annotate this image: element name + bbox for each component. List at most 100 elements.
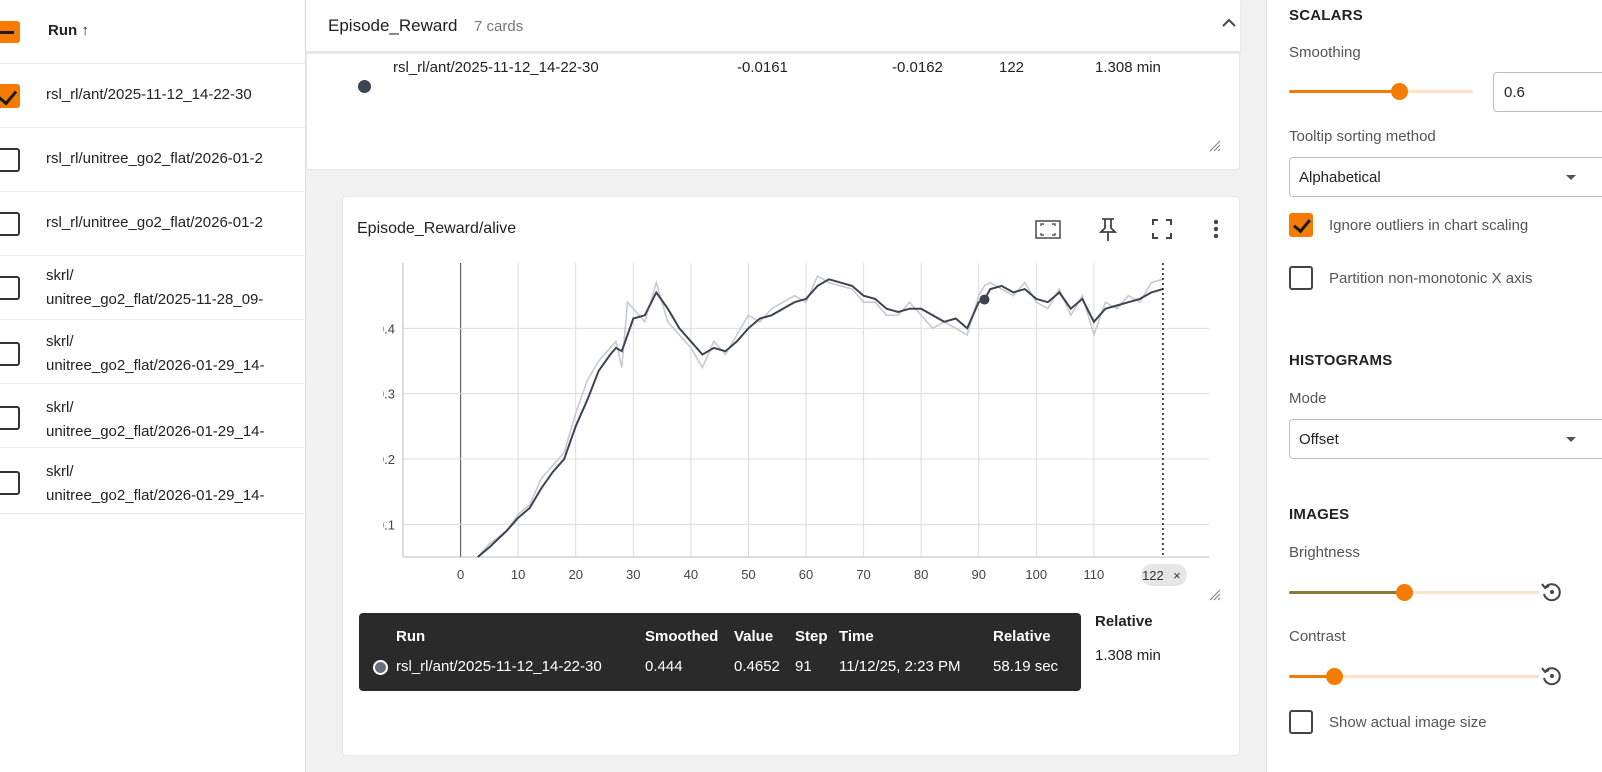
slider-thumb[interactable] — [1391, 83, 1408, 100]
smoothing-input-value: 0.6 — [1504, 84, 1525, 101]
slider-fill — [1289, 675, 1334, 678]
run-checkbox[interactable] — [0, 148, 20, 172]
run-label-line1: skrl/ — [46, 399, 74, 416]
run-checkbox[interactable] — [0, 84, 20, 108]
tooltip-time: 11/12/25, 2:23 PM — [839, 658, 961, 675]
x-tick-label: 90 — [971, 567, 985, 582]
actual-image-size-label: Show actual image size — [1329, 714, 1487, 731]
resize-handle-icon[interactable] — [1207, 587, 1221, 601]
smoothing-slider[interactable] — [1289, 81, 1473, 101]
run-row[interactable]: rsl_rl/ant/2025-11-12_14-22-30 — [0, 64, 305, 128]
run-row[interactable]: skrl/ unitree_go2_flat/2026-01-29_14- — [0, 384, 305, 448]
group-title: Episode_Reward — [328, 16, 458, 35]
run-checkbox[interactable] — [0, 406, 20, 430]
histogram-mode-select[interactable]: Offset — [1289, 419, 1602, 459]
line-chart[interactable]: 0 10 20 30 40 50 60 70 80 90 100 110 0.1 0.2 0.3 0.4 122… — [383, 257, 1219, 603]
tooltip-relative: 58.19 sec — [993, 658, 1059, 675]
ignore-outliers-checkbox[interactable] — [1289, 213, 1313, 237]
images-section-title: IMAGES — [1289, 506, 1350, 523]
settings-panel: SCALARS Smoothing 0.6 Tooltip sorting me… — [1266, 0, 1602, 772]
run-checkbox[interactable] — [0, 471, 20, 495]
slider-thumb[interactable] — [1326, 668, 1343, 685]
chevron-up-icon[interactable] — [1220, 14, 1238, 32]
tooltip-header-smoothed: Smoothed — [645, 628, 719, 645]
tooltip-header-value: Value — [734, 628, 774, 645]
tooltip-smoothed: 0.444 — [645, 658, 683, 675]
fit-domain-icon[interactable] — [1033, 214, 1063, 244]
run-row[interactable]: rsl_rl/unitree_go2_flat/2026-01-2 — [0, 128, 305, 192]
actual-image-size-checkbox[interactable] — [1289, 710, 1313, 734]
run-label: rsl_rl/ant/2025-11-12_14-22-30 — [46, 86, 252, 103]
run-row[interactable]: rsl_rl/unitree_go2_flat/2026-01-2 — [0, 192, 305, 256]
y-tick-label: 0.3 — [383, 387, 395, 402]
chart-tooltip: Run Smoothed Value Step Time Relative rs… — [359, 613, 1081, 691]
partition-x-axis-checkbox[interactable] — [1289, 266, 1313, 290]
run-row[interactable]: skrl/ unitree_go2_flat/2025-11-28_09- — [0, 256, 305, 320]
tooltip-sort-label: Tooltip sorting method — [1289, 128, 1436, 145]
slider-fill — [1289, 90, 1399, 93]
histogram-mode-value: Offset — [1299, 431, 1339, 448]
tooltip-value: 0.4652 — [734, 658, 780, 675]
scalar-card-previous: rsl_rl/ant/2025-11-12_14-22-30 -0.0161 -… — [306, 54, 1240, 170]
run-label-line1: skrl/ — [46, 267, 74, 284]
contrast-label: Contrast — [1289, 628, 1346, 645]
run-label-line2: unitree_go2_flat/2026-01-29_14- — [46, 487, 265, 504]
brightness-slider[interactable] — [1289, 582, 1539, 602]
pin-icon[interactable] — [1093, 214, 1123, 244]
run-checkbox[interactable] — [0, 212, 20, 236]
x-tick-label: 10 — [511, 567, 525, 582]
x-tick-label: 50 — [741, 567, 755, 582]
dropdown-caret-icon — [1566, 437, 1576, 442]
slider-thumb[interactable] — [1396, 584, 1413, 601]
tooltip-relative: 1.308 min — [1095, 59, 1161, 76]
histograms-section-title: HISTOGRAMS — [1289, 352, 1393, 369]
reset-brightness-icon[interactable] — [1539, 579, 1565, 605]
run-label-line2: unitree_go2_flat/2026-01-29_14- — [46, 357, 265, 374]
x-tick-label: 30 — [626, 567, 640, 582]
table-relative-value: 1.308 min — [1095, 647, 1161, 664]
smoothing-input[interactable]: 0.6 — [1493, 72, 1602, 112]
reset-contrast-icon[interactable] — [1539, 663, 1565, 689]
more-vert-icon[interactable] — [1201, 214, 1231, 244]
tooltip-smoothed: -0.0161 — [737, 59, 788, 76]
runs-panel: Run ↑ rsl_rl/ant/2025-11-12_14-22-30 rsl… — [0, 0, 306, 772]
tooltip-header-run: Run — [396, 628, 426, 645]
run-label-line1: skrl/ — [46, 333, 74, 350]
x-tick-label: 0 — [457, 567, 464, 582]
run-checkbox[interactable] — [0, 276, 20, 300]
tooltip-sort-select[interactable]: Alphabetical — [1289, 157, 1602, 197]
tooltip-sort-value: Alphabetical — [1299, 169, 1381, 186]
card-group-header[interactable]: Episode_Reward 7 cards — [306, 0, 1240, 52]
runs-header: Run ↑ — [0, 0, 305, 64]
slider-track — [1289, 591, 1539, 594]
slider-track — [1289, 675, 1539, 678]
run-row[interactable]: skrl/ unitree_go2_flat/2026-01-29_14- — [0, 448, 305, 514]
tooltip-header-step: Step — [795, 628, 828, 645]
series-color-dot — [358, 80, 371, 93]
tooltip-run: rsl_rl/ant/2025-11-12_14-22-30 — [393, 59, 599, 76]
partition-x-axis-label: Partition non-monotonic X axis — [1329, 270, 1533, 287]
tooltip-run: rsl_rl/ant/2025-11-12_14-22-30 — [396, 658, 602, 675]
run-column-header[interactable]: Run ↑ — [48, 22, 89, 39]
histogram-mode-label: Mode — [1289, 390, 1327, 407]
select-all-checkbox[interactable] — [0, 21, 20, 43]
tooltip-step: 91 — [795, 658, 812, 675]
run-label: rsl_rl/unitree_go2_flat/2026-01-2 — [46, 214, 263, 231]
run-checkbox[interactable] — [0, 342, 20, 366]
run-row[interactable]: skrl/ unitree_go2_flat/2026-01-29_14- — [0, 320, 305, 384]
resize-handle-icon[interactable] — [1207, 138, 1221, 152]
step-cursor-label: 122 — [1142, 568, 1164, 583]
ignore-outliers-label: Ignore outliers in chart scaling — [1329, 217, 1529, 234]
fullscreen-icon[interactable] — [1147, 214, 1177, 244]
x-tick-label: 60 — [799, 567, 813, 582]
step-cursor-chip — [1140, 564, 1187, 586]
y-tick-label: 0.2 — [383, 452, 395, 467]
smoothing-label: Smoothing — [1289, 44, 1361, 61]
close-icon[interactable]: × — [1173, 568, 1181, 583]
run-label-line2: unitree_go2_flat/2025-11-28_09- — [46, 291, 264, 308]
scalar-card: Episode_Reward/alive 0 10 20 30 40 50 60 70 80 90… — [342, 196, 1240, 756]
x-tick-label: 110 — [1083, 567, 1104, 582]
contrast-slider[interactable] — [1289, 666, 1539, 686]
x-tick-label: 70 — [856, 567, 870, 582]
